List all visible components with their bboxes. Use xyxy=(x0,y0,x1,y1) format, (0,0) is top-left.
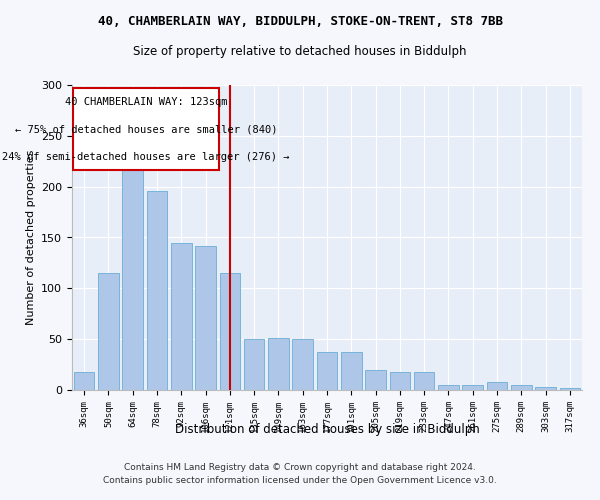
Text: Size of property relative to detached houses in Biddulph: Size of property relative to detached ho… xyxy=(133,45,467,58)
Bar xyxy=(414,372,434,390)
Text: 40 CHAMBERLAIN WAY: 123sqm: 40 CHAMBERLAIN WAY: 123sqm xyxy=(65,97,227,107)
Bar xyxy=(292,339,313,390)
Bar xyxy=(268,338,289,390)
Bar xyxy=(98,273,119,390)
Bar xyxy=(171,242,191,390)
Bar xyxy=(341,352,362,390)
Bar xyxy=(146,190,167,390)
Text: ← 75% of detached houses are smaller (840): ← 75% of detached houses are smaller (84… xyxy=(15,124,277,134)
Bar xyxy=(220,273,240,390)
Bar xyxy=(511,385,532,390)
Bar xyxy=(438,385,459,390)
Text: 40, CHAMBERLAIN WAY, BIDDULPH, STOKE-ON-TRENT, ST8 7BB: 40, CHAMBERLAIN WAY, BIDDULPH, STOKE-ON-… xyxy=(97,15,503,28)
Bar xyxy=(535,387,556,390)
Text: Distribution of detached houses by size in Biddulph: Distribution of detached houses by size … xyxy=(175,422,479,436)
Y-axis label: Number of detached properties: Number of detached properties xyxy=(26,150,35,325)
Bar xyxy=(122,166,143,390)
Text: Contains public sector information licensed under the Open Government Licence v3: Contains public sector information licen… xyxy=(103,476,497,485)
Bar xyxy=(74,372,94,390)
Bar xyxy=(317,352,337,390)
Text: Contains HM Land Registry data © Crown copyright and database right 2024.: Contains HM Land Registry data © Crown c… xyxy=(124,462,476,471)
Bar xyxy=(389,372,410,390)
Bar xyxy=(463,385,483,390)
Bar xyxy=(244,339,265,390)
Bar xyxy=(365,370,386,390)
Bar xyxy=(195,246,216,390)
Text: 24% of semi-detached houses are larger (276) →: 24% of semi-detached houses are larger (… xyxy=(2,152,290,162)
FancyBboxPatch shape xyxy=(73,88,219,170)
Bar xyxy=(560,388,580,390)
Bar xyxy=(487,382,508,390)
